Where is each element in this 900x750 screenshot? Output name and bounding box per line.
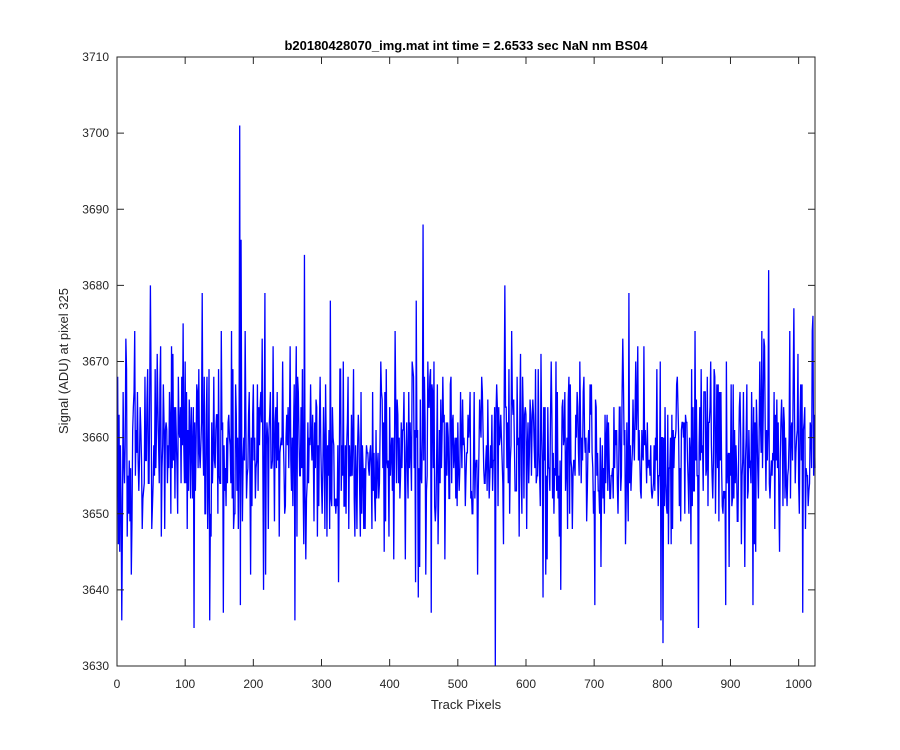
x-axis: 0 100 200 300 400 500 600 700 800 900 1000 <box>114 57 812 691</box>
y-tick-label: 3630 <box>82 659 109 673</box>
y-axis-label: Signal (ADU) at pixel 325 <box>56 288 71 434</box>
y-tick-label: 3700 <box>82 126 109 140</box>
x-tick-label: 700 <box>584 677 604 691</box>
y-axis: 3630 3640 3650 3660 3670 3680 3690 3700 3710 <box>82 50 815 673</box>
chart-title: b20180428070_img.mat int time = 2.6533 s… <box>284 38 648 53</box>
y-tick-label: 3680 <box>82 278 109 292</box>
x-tick-label: 400 <box>380 677 400 691</box>
x-tick-label: 600 <box>516 677 536 691</box>
series-layer <box>117 125 816 667</box>
y-tick-label: 3650 <box>82 507 109 521</box>
y-tick-label: 3660 <box>82 431 109 445</box>
x-tick-label: 200 <box>243 677 263 691</box>
x-tick-label: 500 <box>448 677 468 691</box>
x-axis-label: Track Pixels <box>431 697 502 712</box>
series-line <box>117 125 816 667</box>
x-tick-label: 900 <box>720 677 740 691</box>
x-tick-label: 800 <box>652 677 672 691</box>
y-tick-label: 3690 <box>82 202 109 216</box>
y-tick-label: 3640 <box>82 583 109 597</box>
x-tick-label: 1000 <box>785 677 812 691</box>
y-tick-label: 3710 <box>82 50 109 64</box>
x-tick-label: 0 <box>114 677 121 691</box>
x-tick-label: 300 <box>311 677 331 691</box>
x-tick-label: 100 <box>175 677 195 691</box>
y-tick-label: 3670 <box>82 355 109 369</box>
